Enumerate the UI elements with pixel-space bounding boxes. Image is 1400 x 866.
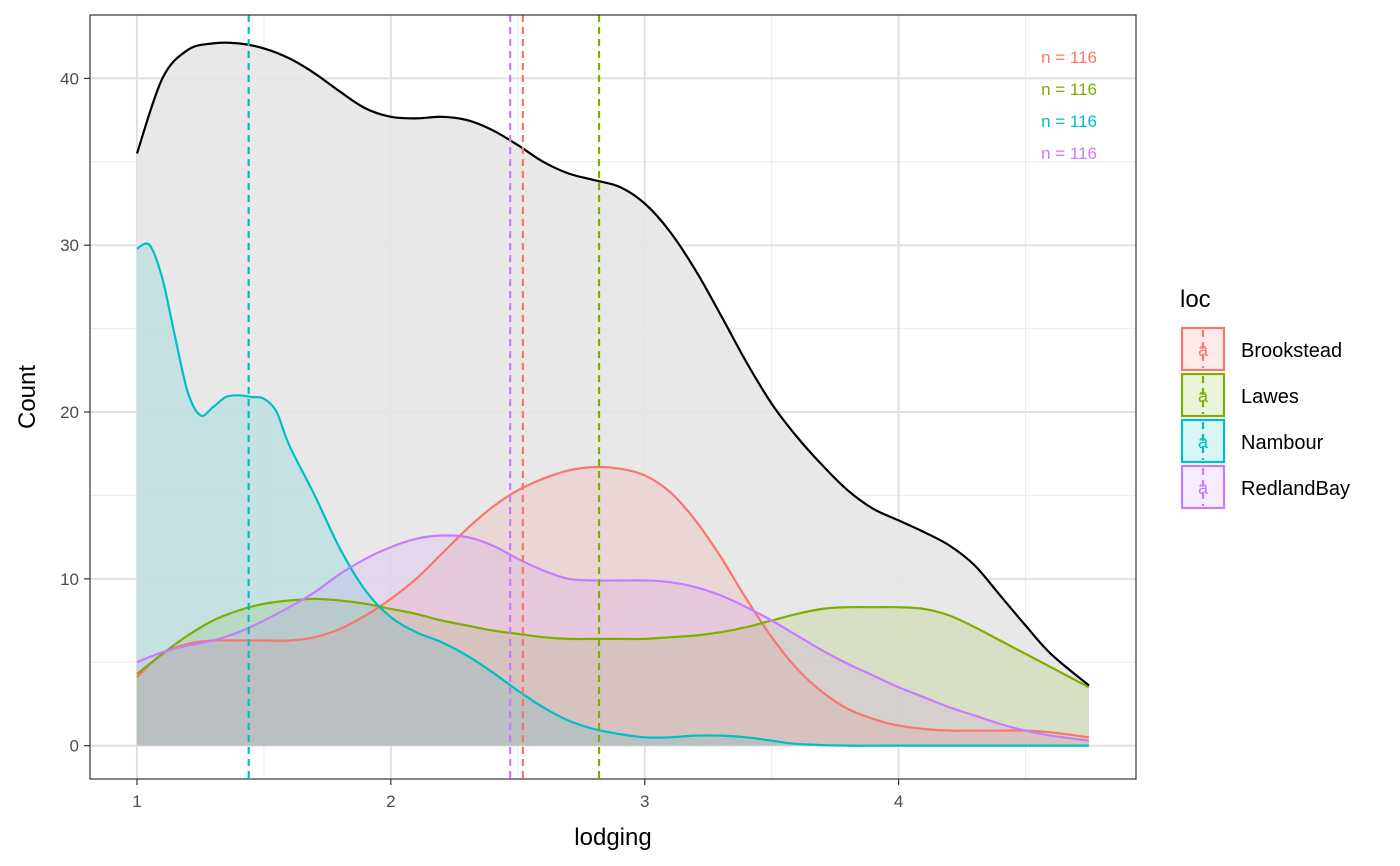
n-label-nambour: n = 116 xyxy=(1041,112,1097,131)
x-tick-label: 4 xyxy=(894,792,903,811)
density-lines xyxy=(135,41,1090,747)
y-tick-label: 10 xyxy=(60,570,79,589)
panel-border xyxy=(89,14,1137,780)
density-line-total xyxy=(135,41,1090,687)
x-axis-title: lodging xyxy=(574,824,651,851)
x-axis: 1 2 3 4 xyxy=(132,779,903,811)
legend-key-glyph-nambour: a xyxy=(1198,432,1209,452)
x-tick-label: 3 xyxy=(640,792,649,811)
legend-key-glyph-lawes: a xyxy=(1198,386,1209,406)
legend-key-glyph-redlandbay: a xyxy=(1198,478,1209,498)
density-area-total xyxy=(137,42,1089,746)
legend-title: loc xyxy=(1180,286,1211,313)
y-tick-label: 0 xyxy=(70,737,79,756)
density-areas xyxy=(137,42,1089,746)
x-tick-label: 1 xyxy=(132,792,141,811)
density-line-lawes xyxy=(136,597,1090,689)
n-annotations: n = 116 n = 116 n = 116 n = 116 xyxy=(1041,48,1097,163)
density-line-brookstead xyxy=(136,465,1090,739)
y-axis: 0 10 20 30 40 xyxy=(60,69,90,756)
n-label-lawes: n = 116 xyxy=(1041,80,1097,99)
y-tick-label: 20 xyxy=(60,403,79,422)
y-tick-label: 30 xyxy=(60,236,79,255)
density-line-redlandbay xyxy=(136,534,1090,742)
density-line-nambour xyxy=(136,242,1089,747)
density-area-brookstead xyxy=(137,467,1089,746)
legend-label-brookstead: Brookstead xyxy=(1241,340,1342,362)
legend: loc a Brookstead a Lawes a Nambour a RedlandBay xyxy=(1180,286,1350,510)
mean-lines xyxy=(247,15,601,779)
legend-label-nambour: Nambour xyxy=(1241,432,1324,454)
y-tick-label: 40 xyxy=(60,69,79,88)
n-label-redlandbay: n = 116 xyxy=(1041,144,1097,163)
x-tick-label: 2 xyxy=(386,792,395,811)
density-area-nambour xyxy=(137,243,1089,746)
density-area-redlandbay xyxy=(137,535,1089,746)
legend-key-glyph-brookstead: a xyxy=(1198,340,1209,360)
legend-label-lawes: Lawes xyxy=(1241,386,1299,408)
n-label-brookstead: n = 116 xyxy=(1041,48,1097,67)
legend-label-redlandbay: RedlandBay xyxy=(1241,478,1350,500)
y-axis-title: Count xyxy=(14,365,41,429)
density-area-lawes xyxy=(137,598,1089,746)
